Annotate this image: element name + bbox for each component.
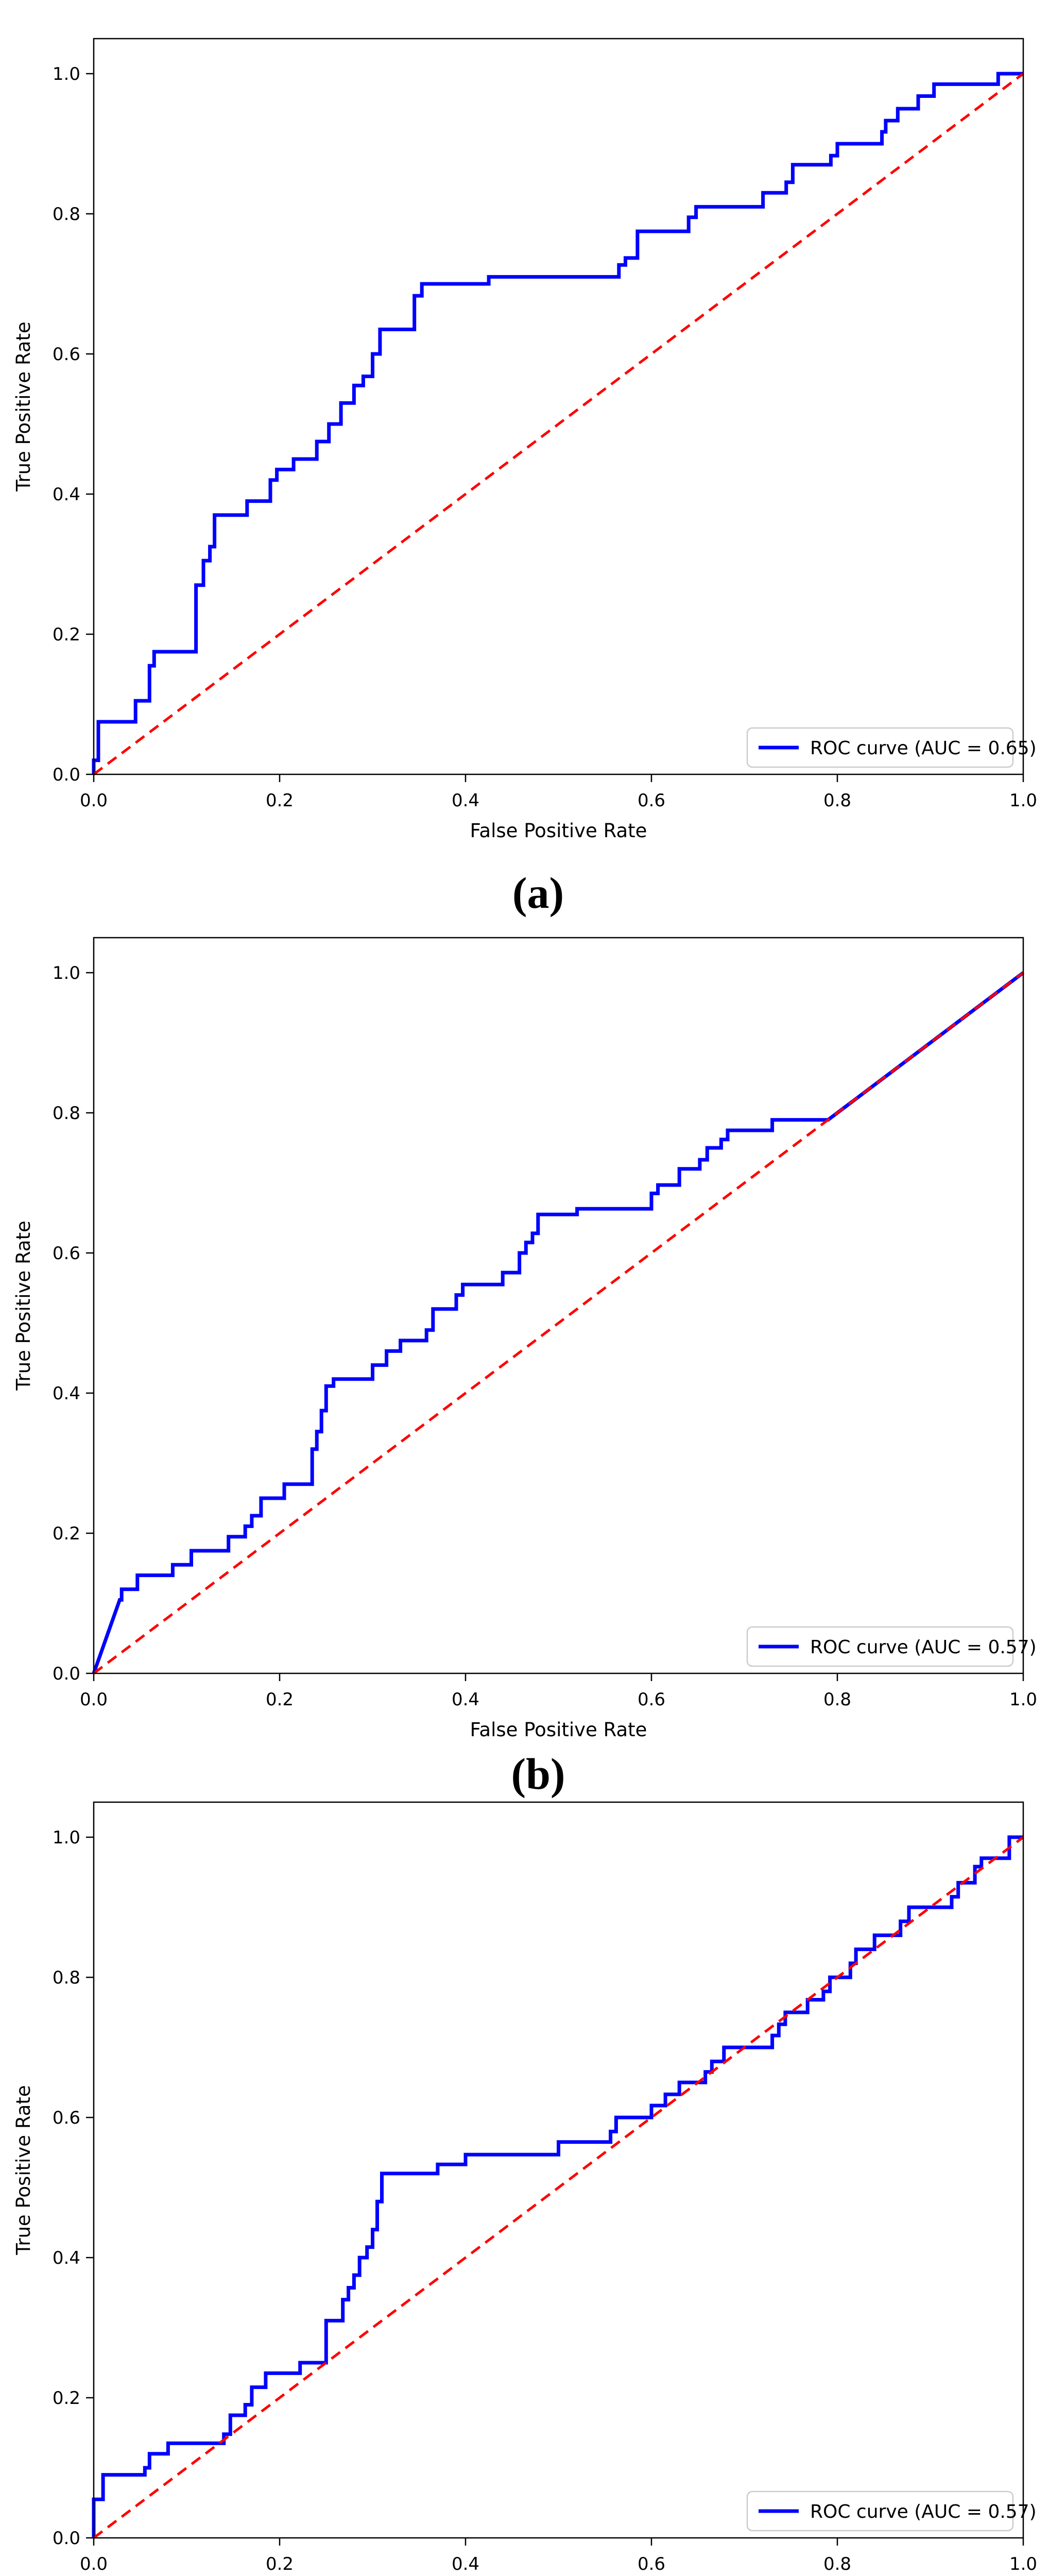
panel-caption-a: (a)	[512, 868, 564, 918]
legend-label: ROC curve (AUC = 0.57)	[810, 1637, 1037, 1658]
y-tick-label: 0.0	[53, 1664, 80, 1684]
axes-spines	[93, 38, 1024, 775]
x-tick-label: 0.6	[638, 790, 665, 811]
x-tick-label: 0.6	[638, 2554, 665, 2574]
x-axis-label: False Positive Rate	[470, 820, 647, 842]
legend-box	[746, 727, 1014, 768]
x-tick-label: 0.0	[80, 1689, 108, 1710]
chance-diagonal-line	[93, 972, 1024, 1674]
x-tick-label: 0.4	[452, 790, 479, 811]
y-tick-label: 0.0	[53, 765, 80, 785]
x-tick-label: 1.0	[1009, 790, 1037, 811]
y-axis-label: True Positive Rate	[12, 321, 35, 492]
x-tick-label: 0.6	[638, 1689, 665, 1710]
roc-curve	[92, 1835, 1023, 2538]
y-tick-label: 0.2	[53, 624, 80, 645]
x-tick-label: 0.4	[452, 1689, 479, 1710]
legend: ROC curve (AUC = 0.65)	[746, 727, 1037, 768]
axes-spines	[93, 1801, 1024, 2539]
x-axis-label: False Positive Rate	[470, 1719, 647, 1741]
y-tick-label: 0.0	[53, 2528, 80, 2549]
y-tick-label: 0.8	[53, 1968, 80, 1988]
y-axis-label: True Positive Rate	[12, 2085, 35, 2256]
y-tick-label: 1.0	[53, 963, 80, 984]
panel-caption-b: (b)	[511, 1749, 565, 1799]
roc-chart-c: 0.00.20.40.60.81.00.00.20.40.60.81.0Fals…	[12, 1801, 1037, 2574]
legend-box	[746, 1626, 1014, 1667]
x-tick-label: 1.0	[1009, 1689, 1037, 1710]
x-tick-label: 0.2	[266, 1689, 294, 1710]
y-tick-label: 0.6	[53, 1243, 80, 1264]
x-tick-label: 0.0	[80, 790, 108, 811]
y-tick-label: 0.4	[53, 484, 80, 505]
legend-box	[746, 2490, 1014, 2532]
y-tick-label: 0.2	[53, 1523, 80, 1544]
legend: ROC curve (AUC = 0.57)	[746, 2490, 1037, 2532]
x-tick-label: 0.8	[823, 2554, 851, 2574]
x-tick-label: 0.2	[266, 2554, 294, 2574]
x-tick-label: 1.0	[1009, 2554, 1037, 2574]
roc-chart-a: 0.0 0.2 0.4 0.6 0.8 1.0 0.0 0.2 0.4 0.6 0.8 1.0 Fals…	[12, 38, 1037, 842]
y-tick-label: 0.6	[53, 2108, 80, 2128]
roc-panel-a: 0.0 0.2 0.4 0.6 0.8 1.0 0.0 0.2 0.4 0.6 0.8 1.0 Fals…	[0, 0, 1049, 933]
legend: ROC curve (AUC = 0.57)	[746, 1626, 1037, 1667]
y-tick-label: 1.0	[53, 64, 80, 84]
roc-panel-c: 0.00.20.40.60.81.00.00.20.40.60.81.0Fals…	[0, 1764, 1049, 2576]
y-tick-label: 1.0	[53, 1827, 80, 1848]
y-tick-label: 0.8	[53, 204, 80, 225]
y-tick-label: 0.6	[53, 344, 80, 365]
x-tick-label: 0.0	[80, 2554, 108, 2574]
legend-label: ROC curve (AUC = 0.65)	[810, 738, 1037, 759]
x-tick-label: 0.8	[823, 790, 851, 811]
x-tick-label: 0.8	[823, 1689, 851, 1710]
y-tick-label: 0.8	[53, 1103, 80, 1124]
roc-chart-b: 0.0 0.2 0.4 0.6 0.8 1.0 0.0 0.2 0.4 0.6 0.8 1.0 Fals…	[12, 937, 1037, 1741]
x-tick-label: 0.2	[266, 790, 294, 811]
chance-diagonal-line	[93, 73, 1024, 775]
x-tick-label: 0.4	[452, 2554, 479, 2574]
legend-label: ROC curve (AUC = 0.57)	[810, 2501, 1037, 2522]
y-tick-label: 0.2	[53, 2388, 80, 2409]
y-tick-label: 0.4	[53, 2248, 80, 2268]
roc-curve	[92, 971, 1025, 1674]
roc-curve	[92, 72, 1023, 774]
roc-panel-b: 0.0 0.2 0.4 0.6 0.8 1.0 0.0 0.2 0.4 0.6 0.8 1.0 Fals…	[0, 899, 1049, 1796]
y-axis-label: True Positive Rate	[12, 1221, 35, 1391]
axes-spines	[93, 937, 1024, 1674]
y-tick-label: 0.4	[53, 1383, 80, 1404]
chance-diagonal-line	[93, 1836, 1024, 2539]
